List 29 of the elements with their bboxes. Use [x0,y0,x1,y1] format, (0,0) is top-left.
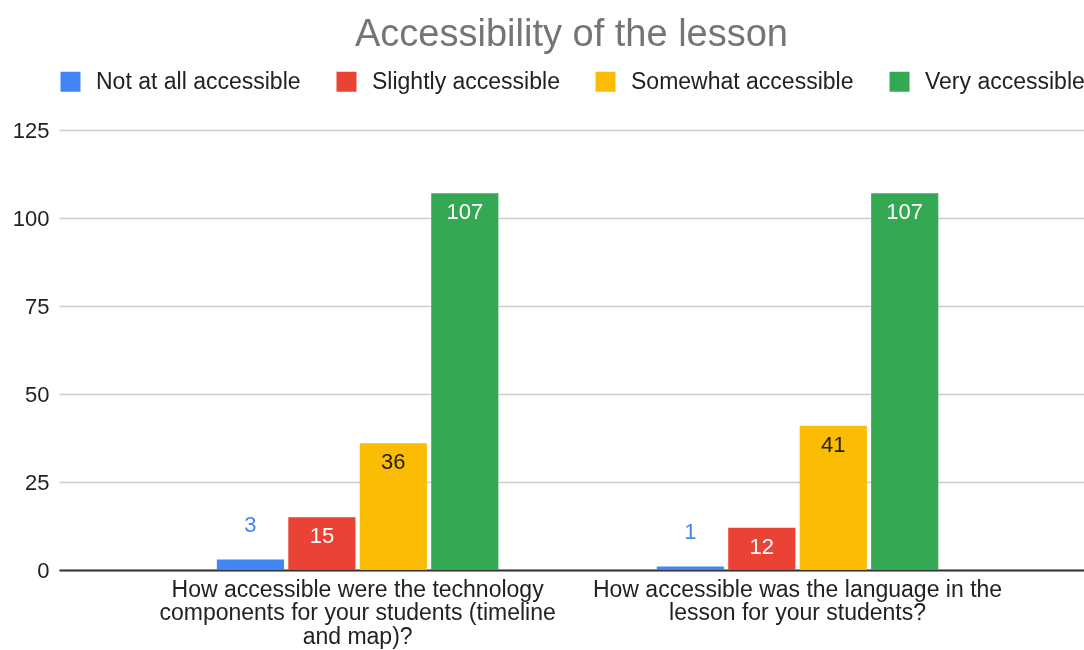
bar [728,527,796,570]
bar [799,425,867,570]
y-tick-label: 100 [12,205,50,231]
legend-label: Not at all accessible [96,67,301,94]
legend-label: Very accessible [925,67,1084,94]
data-label: 107 [446,199,484,225]
y-tick-label: 75 [25,293,50,319]
data-label: 36 [381,449,406,475]
data-label: 107 [886,199,924,225]
x-tick-label: How accessible was the language in the lesson for your students? [592,575,1003,625]
y-tick-label: 50 [25,381,50,407]
bar [871,193,939,570]
legend-label: Somewhat accessible [631,67,854,94]
x-tick-label: How accessible were the technology components for your students (timeline and map)? [159,575,556,649]
data-label: 3 [244,512,257,538]
y-tick-label: 0 [37,557,50,583]
chart-title: Accessibility of the lesson [355,12,788,54]
legend-label: Slightly accessible [372,67,560,94]
y-tick-label: 25 [25,469,50,495]
bar [359,443,427,570]
bar [656,566,724,570]
bar [431,193,499,570]
data-label: 12 [749,533,775,559]
data-label: 15 [309,523,335,549]
bar [288,517,356,570]
y-tick-label: 125 [12,117,50,143]
data-label: 41 [821,431,846,457]
bar [216,559,285,570]
data-label: 1 [684,519,697,545]
